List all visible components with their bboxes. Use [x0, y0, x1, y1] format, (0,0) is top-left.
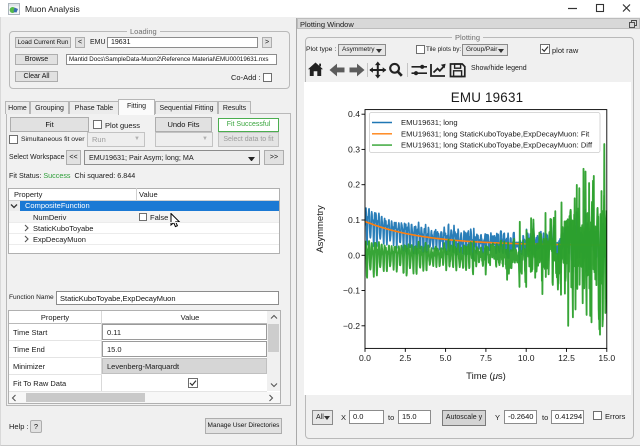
- svg-text:0.2: 0.2: [348, 180, 360, 190]
- svg-text:0.3: 0.3: [348, 144, 360, 154]
- svg-text:EMU19631; long StaticKuboToyab: EMU19631; long StaticKuboToyabe,ExpDecay…: [401, 141, 593, 150]
- svg-text:0.0: 0.0: [359, 353, 371, 363]
- svg-text:0.0: 0.0: [348, 250, 360, 260]
- svg-text:Asymmetry: Asymmetry: [315, 205, 326, 253]
- svg-text:0.4: 0.4: [348, 109, 360, 119]
- svg-text:5.0: 5.0: [440, 353, 452, 363]
- svg-text:7.5: 7.5: [480, 353, 492, 363]
- svg-text:−0.1: −0.1: [343, 286, 360, 296]
- svg-text:−0.2: −0.2: [343, 321, 360, 331]
- svg-text:EMU19631; long StaticKuboToyab: EMU19631; long StaticKuboToyabe,ExpDecay…: [401, 129, 590, 138]
- svg-text:Time (μs): Time (μs): [466, 371, 506, 382]
- svg-text:15.0: 15.0: [598, 353, 615, 363]
- svg-text:2.5: 2.5: [399, 353, 411, 363]
- svg-text:EMU19631; long: EMU19631; long: [401, 118, 458, 127]
- svg-text:10.0: 10.0: [518, 353, 535, 363]
- svg-text:12.5: 12.5: [558, 353, 575, 363]
- svg-text:0.1: 0.1: [348, 215, 360, 225]
- svg-text:EMU 19631: EMU 19631: [451, 90, 524, 105]
